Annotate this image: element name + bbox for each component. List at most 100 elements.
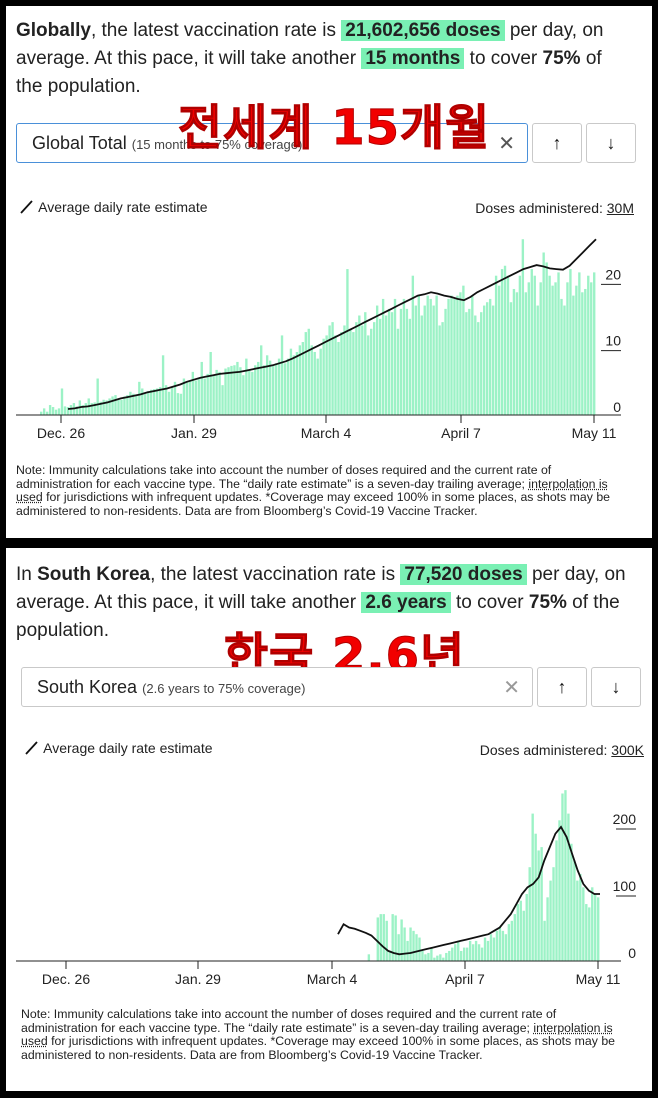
bar [587, 275, 590, 415]
bar [486, 940, 490, 961]
bar [433, 957, 436, 961]
bar [301, 342, 305, 415]
bar [471, 295, 474, 415]
bar [179, 393, 183, 415]
bar [567, 813, 570, 961]
headline-text: In [16, 564, 38, 585]
bar [161, 355, 165, 415]
bar [539, 282, 542, 415]
bar [152, 389, 156, 415]
bar [271, 365, 275, 415]
bar [185, 381, 189, 415]
y-tick-label: 10 [605, 333, 621, 349]
global-headline: Globally, the latest vaccination rate is… [16, 17, 632, 101]
bar [494, 275, 498, 415]
bar [480, 312, 483, 415]
bar [45, 411, 49, 415]
bar [498, 927, 502, 961]
doses-unit: 30M [606, 200, 634, 216]
bar [528, 867, 531, 961]
bar [150, 389, 153, 415]
bar [545, 262, 548, 415]
bar [483, 305, 486, 415]
bar [460, 950, 463, 961]
bar [114, 395, 117, 415]
interpolation-link[interactable]: interpolation is used [21, 1020, 613, 1048]
bar [450, 295, 453, 415]
bar [212, 375, 215, 415]
bar [456, 295, 459, 415]
bar [388, 950, 391, 961]
bar [531, 813, 534, 961]
interpolation-link[interactable]: interpolation is used [16, 476, 608, 504]
doses-axis-label: Doses administered: 30M [475, 200, 634, 216]
bar [457, 940, 460, 961]
bar [242, 375, 245, 415]
bar [203, 378, 206, 415]
bar [542, 252, 545, 415]
clear-icon[interactable]: ✕ [503, 677, 520, 699]
bar [497, 285, 501, 415]
bar [445, 952, 448, 961]
line-legend-icon [25, 741, 38, 755]
bar [63, 406, 67, 415]
bar [397, 934, 400, 961]
bar [513, 914, 516, 961]
bar [549, 880, 552, 961]
rate-highlight: 77,520 doses [400, 564, 527, 585]
bar [215, 369, 218, 415]
x-tick-label: March 4 [307, 971, 358, 987]
bar [251, 371, 254, 415]
clear-icon[interactable]: ✕ [498, 133, 515, 155]
bar [268, 360, 272, 415]
bar [427, 952, 430, 961]
doses-unit: 300K [611, 742, 644, 758]
legend-label: Average daily rate estimate [38, 199, 208, 215]
bar [485, 302, 489, 415]
bar [521, 239, 525, 415]
sort-up-button[interactable]: ↑ [537, 667, 587, 707]
bar [515, 292, 519, 415]
bar [227, 367, 230, 415]
bar [430, 947, 433, 961]
bar [409, 927, 412, 961]
bar [503, 265, 507, 415]
bar [54, 409, 58, 415]
bar [298, 345, 302, 415]
x-tick-label: Jan. 29 [175, 971, 221, 987]
bar [399, 308, 403, 415]
bar [158, 387, 162, 415]
doses-label: Doses administered: [475, 200, 607, 216]
bar [200, 361, 203, 415]
bar [319, 348, 322, 415]
bar [551, 285, 554, 415]
bar [155, 388, 159, 415]
bar [349, 328, 352, 415]
region-select-coverage: (15 months to 75% coverage) [131, 137, 303, 152]
bar [378, 318, 382, 415]
bar [402, 298, 406, 415]
headline-text: per day, on average. At this pace, it wi… [16, 20, 604, 69]
sort-up-button[interactable]: ↑ [532, 123, 582, 163]
bar [218, 371, 221, 415]
sort-down-button[interactable]: ↓ [586, 123, 636, 163]
bar [509, 302, 513, 415]
bar [262, 365, 266, 415]
bar [277, 358, 281, 415]
bar [512, 288, 516, 415]
bar [307, 328, 310, 415]
headline-text: of the population. [16, 592, 620, 641]
region-select[interactable]: Global Total (15 months to 75% coverage)… [16, 123, 528, 163]
bar [340, 332, 343, 415]
bar [221, 385, 224, 415]
bar [537, 850, 540, 961]
bar [564, 790, 567, 961]
bar [81, 405, 84, 415]
region-select[interactable]: South Korea (2.6 years to 75% coverage) … [21, 667, 533, 707]
bar [474, 940, 478, 961]
bar [471, 944, 475, 961]
sort-down-button[interactable]: ↓ [591, 667, 641, 707]
bar [233, 365, 236, 415]
bar [325, 335, 328, 415]
region-select-coverage: (2.6 years to 75% coverage) [142, 681, 306, 696]
